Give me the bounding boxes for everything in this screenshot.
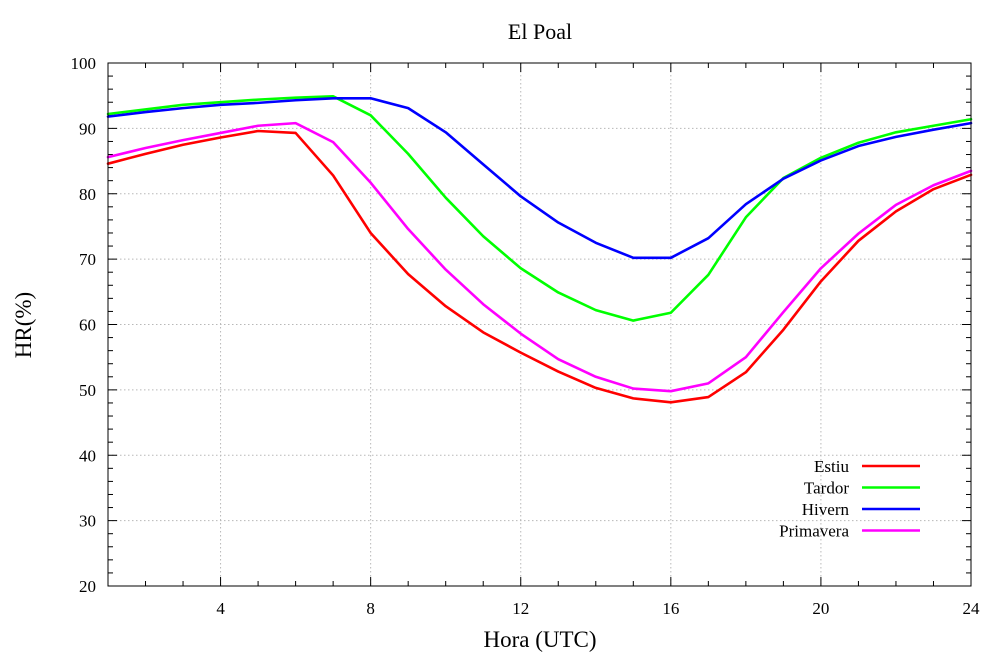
x-tick-label: 12 xyxy=(512,599,529,618)
x-tick-label: 8 xyxy=(366,599,375,618)
y-axis-title: HR(%) xyxy=(11,292,36,358)
y-tick-label: 50 xyxy=(79,381,96,400)
series-line-hivern xyxy=(106,97,973,260)
legend-label-tardor: Tardor xyxy=(804,479,849,498)
legend: Estiu Tardor Hivern Primavera xyxy=(779,457,920,541)
y-tick-label: 30 xyxy=(79,512,96,531)
series-line-estiu xyxy=(106,129,973,404)
x-axis-tick-labels: 4 8 12 16 20 24 xyxy=(216,599,980,618)
y-tick-label: 70 xyxy=(79,250,96,269)
y-tick-label: 90 xyxy=(79,119,96,138)
legend-label-hivern: Hivern xyxy=(802,500,850,519)
x-tick-label: 20 xyxy=(812,599,829,618)
x-tick-label: 4 xyxy=(216,599,225,618)
x-axis-title: Hora (UTC) xyxy=(483,627,596,652)
series-lines xyxy=(106,95,973,404)
y-tick-label: 40 xyxy=(79,446,96,465)
y-tick-label: 60 xyxy=(79,316,96,335)
grid xyxy=(108,63,971,586)
y-tick-label: 20 xyxy=(79,577,96,596)
y-axis-tick-labels: 20 30 40 50 60 70 80 90 100 xyxy=(71,54,97,596)
y-tick-label: 80 xyxy=(79,185,96,204)
plot-frame xyxy=(107,62,972,587)
x-tick-label: 16 xyxy=(662,599,679,618)
legend-label-primavera: Primavera xyxy=(779,522,849,541)
legend-label-estiu: Estiu xyxy=(814,457,849,476)
series-line-primavera xyxy=(106,121,973,393)
chart-title: El Poal xyxy=(508,19,572,44)
minor-ticks xyxy=(107,63,971,586)
series-line-tardor xyxy=(106,95,973,322)
y-tick-label: 100 xyxy=(71,54,97,73)
x-tick-label: 24 xyxy=(963,599,981,618)
